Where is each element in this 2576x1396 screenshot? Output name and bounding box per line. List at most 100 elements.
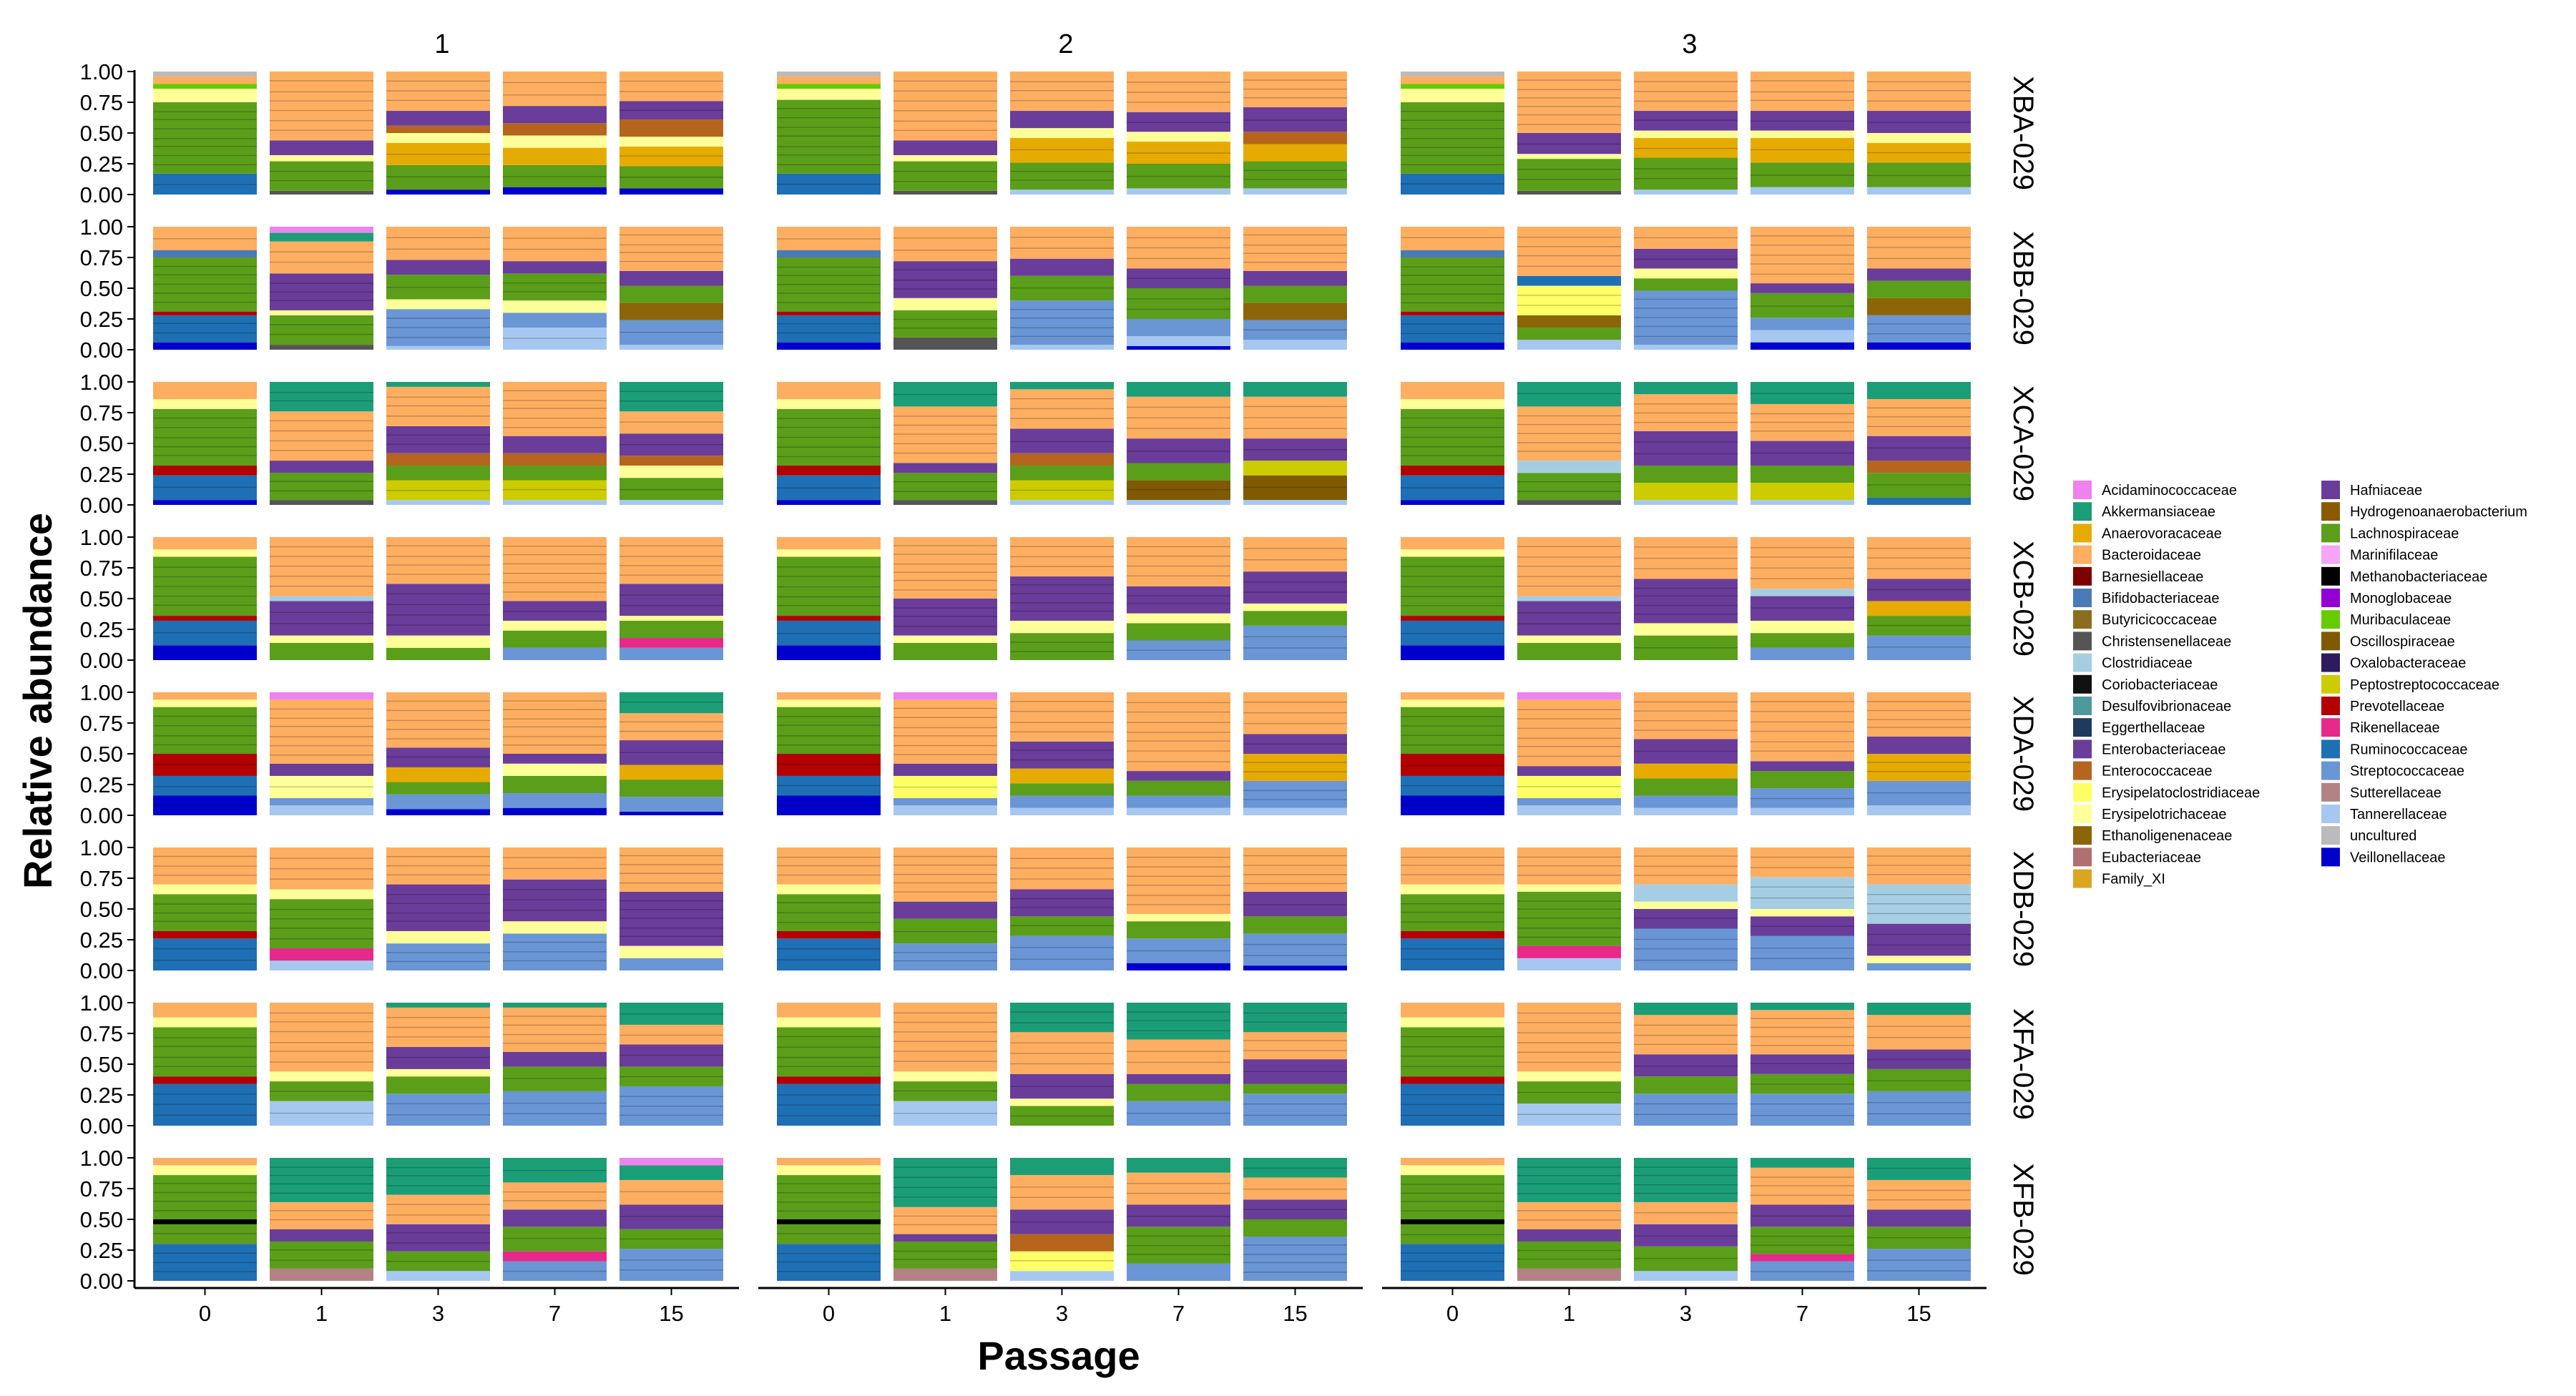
bar-segment — [1010, 1098, 1114, 1106]
bar-segment — [1401, 930, 1504, 939]
stacked-bar — [270, 382, 373, 505]
bar-segment — [893, 1071, 997, 1082]
bar-segment — [893, 805, 997, 815]
column-facet-label: 2 — [1058, 29, 1073, 59]
legend-key — [2321, 847, 2340, 867]
bar-segment — [1517, 891, 1621, 946]
stacked-bar — [1127, 847, 1230, 970]
stacked-bar — [619, 227, 723, 350]
bar-segment — [1867, 298, 1971, 315]
bar-segment — [1401, 399, 1504, 409]
bar-segment — [270, 635, 373, 643]
bar-segment — [153, 342, 257, 350]
y-tick-label: 0.00 — [80, 803, 123, 828]
stacked-bar — [1750, 1003, 1854, 1126]
bar-segment — [386, 1068, 490, 1077]
y-tick-label: 0.00 — [80, 1114, 123, 1139]
stacked-bar — [1750, 1158, 1854, 1281]
bar-segment — [1634, 795, 1738, 808]
bar-segment — [1750, 187, 1854, 195]
bar-segment — [270, 500, 373, 505]
bar-segment — [503, 187, 607, 195]
legend-key — [2321, 739, 2340, 759]
facet-panel — [777, 847, 1347, 970]
bar-segment — [893, 298, 997, 310]
facet-panel — [153, 692, 723, 815]
bar-segment — [1867, 382, 1971, 400]
bar-segment — [777, 250, 881, 257]
stacked-bar — [270, 692, 373, 815]
bar-segment — [1127, 847, 1230, 914]
bar-segment — [270, 699, 373, 764]
bar-segment — [1867, 1068, 1971, 1091]
bar-segment — [619, 345, 723, 350]
bar-segment — [503, 1251, 607, 1262]
legend-key — [2073, 653, 2092, 672]
legend-label: Bifidobacteriaceae — [2102, 591, 2220, 606]
bar-segment — [1401, 1158, 1504, 1166]
legend-label: Desulfovibrionaceae — [2102, 699, 2231, 714]
bar-segment — [1867, 342, 1971, 350]
facet-panel — [153, 382, 723, 505]
y-tick-label: 1.00 — [80, 991, 123, 1016]
bar-segment — [1750, 1010, 1854, 1055]
bar-segment — [270, 1158, 373, 1202]
stacked-bar — [153, 1003, 257, 1126]
bar-segment — [1401, 1076, 1504, 1084]
x-tick-label: 0 — [199, 1301, 211, 1326]
bar-segment — [270, 154, 373, 162]
bar-segment — [270, 72, 373, 141]
y-tick-label: 0.00 — [80, 648, 123, 673]
stacked-bar — [1750, 72, 1854, 195]
bar-segment — [153, 465, 257, 476]
bar-segment — [893, 463, 997, 473]
facet-panel — [153, 227, 723, 350]
stacked-bar — [1401, 227, 1504, 350]
legend-label: Butyricicoccaceae — [2102, 612, 2217, 628]
bar-segment — [777, 342, 881, 350]
bar-segment — [1010, 1175, 1114, 1210]
bar-segment — [1401, 342, 1504, 350]
bar-segment — [1127, 288, 1230, 319]
bar-segment — [1517, 72, 1621, 133]
row-facet-label: XBA-029 — [2007, 76, 2039, 190]
bar-segment — [1517, 766, 1621, 776]
stacked-bar — [1243, 692, 1347, 815]
bar-segment — [503, 72, 607, 107]
bar-segment — [1401, 616, 1504, 621]
legend-key — [2073, 610, 2092, 629]
bar-segment — [1750, 647, 1854, 660]
bar-segment — [1243, 161, 1347, 189]
bar-segment — [503, 630, 607, 648]
legend-label: Clostridiaceae — [2102, 656, 2193, 672]
bar-segment — [153, 475, 257, 501]
stacked-bar — [1243, 537, 1347, 660]
stacked-bar — [503, 1158, 607, 1281]
bar-segment — [386, 1046, 490, 1069]
legend-label: Veillonellaceae — [2350, 850, 2445, 865]
stacked-bar — [1010, 227, 1114, 350]
bar-segment — [1517, 699, 1621, 767]
stacked-bar — [1517, 537, 1621, 660]
bar-segment — [1634, 465, 1738, 483]
bar-segment — [893, 500, 997, 505]
y-tick-label: 0.25 — [80, 1083, 123, 1108]
legend-label: Acidaminococcaceae — [2102, 483, 2237, 498]
bar-segment — [270, 461, 373, 473]
bar-segment — [1634, 901, 1738, 909]
bar-segment — [386, 453, 490, 466]
bar-segment — [1010, 1251, 1114, 1272]
y-tick-label: 0.50 — [80, 121, 123, 146]
bar-segment — [386, 465, 490, 481]
bar-segment — [270, 642, 373, 660]
bar-segment — [1401, 1175, 1504, 1219]
bar-segment — [1750, 807, 1854, 815]
bar-segment — [619, 500, 723, 505]
legend-key — [2073, 826, 2092, 845]
bar-segment — [1750, 909, 1854, 917]
bar-segment — [777, 465, 881, 476]
bar-segment — [386, 809, 490, 815]
bar-segment — [1010, 692, 1114, 742]
stacked-bar — [1517, 72, 1621, 195]
